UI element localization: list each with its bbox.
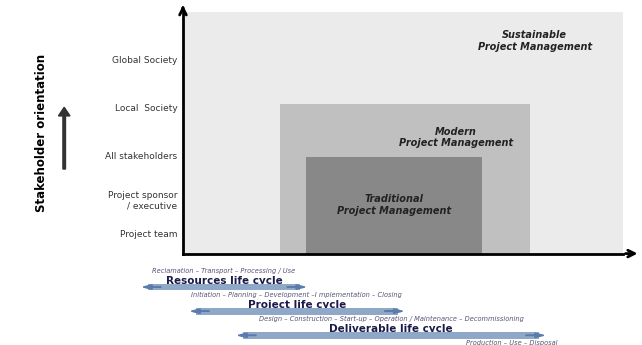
Text: Stakeholder orientation: Stakeholder orientation — [35, 54, 48, 212]
Text: Resources life cycle: Resources life cycle — [166, 276, 282, 286]
Text: Project life cycle: Project life cycle — [248, 300, 346, 310]
Text: Modern
Project Management: Modern Project Management — [399, 127, 513, 148]
Text: Reclamation – Transport – Processing / Use: Reclamation – Transport – Processing / U… — [152, 268, 296, 274]
Text: Traditional
Project Management: Traditional Project Management — [337, 195, 451, 216]
Bar — [280, 104, 530, 254]
Text: Initiation – Planning – Development –I mplementation – Closing: Initiation – Planning – Development –I m… — [191, 292, 403, 298]
Text: Sustainable
Project Management: Sustainable Project Management — [478, 30, 592, 52]
Text: Design – Construction – Start-up – Operation / Maintenance – Decommissioning: Design – Construction – Start-up – Opera… — [259, 316, 523, 322]
Text: Deliverable life cycle: Deliverable life cycle — [329, 324, 453, 334]
Text: Production – Use – Disposal: Production – Use – Disposal — [466, 339, 558, 345]
Bar — [306, 157, 482, 254]
